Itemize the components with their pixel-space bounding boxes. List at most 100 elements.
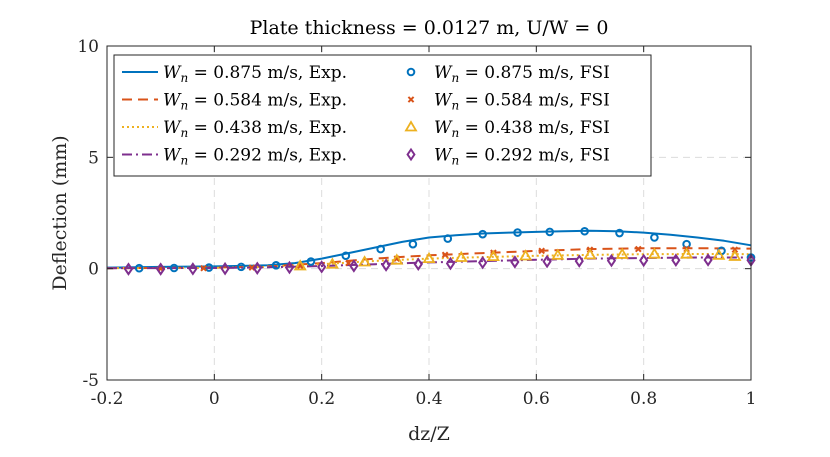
data-point	[647, 247, 661, 259]
data-point	[671, 253, 681, 267]
legend-entry: Wn = 0.292 m/s, FSI	[406, 146, 610, 168]
data-point	[341, 251, 351, 261]
x-tick-label: 0.4	[415, 389, 442, 409]
data-point	[615, 228, 624, 238]
legend-entry: Wn = 0.584 m/s, FSI	[407, 91, 610, 113]
series-4	[134, 226, 756, 273]
x-stroke	[634, 245, 642, 253]
data-point	[134, 263, 144, 273]
x-stroke	[345, 259, 352, 267]
legend-label-var: W	[434, 63, 453, 83]
legend-marker-swatch	[406, 147, 416, 162]
data-point	[634, 245, 642, 253]
data-point	[545, 227, 555, 237]
legend-label-var: W	[434, 91, 453, 111]
legend-entry: Wn = 0.438 m/s, FSI	[404, 118, 610, 140]
legend-label-text: = 0.584 m/s, FSI	[459, 91, 610, 111]
y-tick-label: -5	[82, 371, 99, 391]
series-2	[106, 253, 752, 270]
x-tick-label: 1	[746, 389, 757, 409]
legend-label-var: W	[163, 63, 182, 83]
data-point	[583, 248, 597, 260]
series-0	[106, 229, 752, 269]
legend-entry: Wn = 0.584 m/s, Exp.	[122, 91, 347, 113]
data-point	[220, 261, 230, 276]
legend-marker-swatch	[407, 96, 415, 103]
data-point	[606, 253, 617, 268]
x-stroke	[538, 247, 546, 255]
y-tick-label: 5	[88, 148, 99, 168]
data-point	[454, 250, 468, 262]
data-point	[408, 239, 418, 249]
legend-label-sub: n	[451, 99, 459, 113]
data-point	[169, 263, 179, 273]
data-point	[574, 254, 584, 268]
legend-label-text: = 0.438 m/s, FSI	[459, 118, 610, 138]
legend-label-var: W	[163, 118, 182, 138]
series-line	[106, 253, 752, 270]
series-line	[106, 229, 752, 269]
data-point	[478, 255, 488, 270]
data-point	[306, 257, 316, 266]
legend-entry: Wn = 0.438 m/s, Exp.	[122, 118, 347, 140]
series-7	[123, 253, 756, 276]
data-point	[376, 244, 386, 254]
data-point	[538, 247, 546, 255]
data-point	[510, 255, 520, 269]
legend-label-text: = 0.292 m/s, FSI	[459, 146, 610, 166]
data-point	[252, 261, 262, 275]
legend-label-sub: n	[180, 154, 188, 168]
data-point	[728, 249, 742, 261]
data-point	[639, 253, 649, 268]
legend-marker-swatch	[404, 120, 418, 132]
chart-title: Plate thickness = 0.0127 m, U/W = 0	[250, 17, 609, 39]
data-point	[317, 260, 327, 274]
data-point	[650, 233, 659, 242]
data-point	[422, 251, 436, 264]
data-point	[542, 254, 552, 269]
legend-label-sub: n	[180, 99, 188, 113]
legend-box	[113, 54, 652, 177]
data-point	[680, 247, 694, 259]
legend-label-sub: n	[451, 71, 459, 85]
legend-label-sub: n	[451, 126, 459, 140]
data-point	[441, 251, 449, 259]
legend-label-var: W	[163, 91, 182, 111]
legend-marker-swatch	[406, 67, 416, 77]
data-point	[123, 262, 134, 276]
data-point	[443, 234, 453, 243]
x-tick-label: 0.6	[523, 389, 550, 409]
data-point	[358, 255, 372, 267]
data-point	[156, 262, 166, 276]
data-point	[390, 253, 404, 265]
data-point	[551, 248, 565, 260]
data-point	[325, 257, 339, 269]
legend-label-text: = 0.584 m/s, Exp.	[188, 91, 347, 111]
data-point	[712, 248, 726, 260]
legend-label-var: W	[434, 118, 453, 138]
data-point	[413, 257, 423, 271]
legend-label-text: = 0.292 m/s, Exp.	[188, 146, 347, 166]
data-point	[445, 256, 456, 271]
x-stroke	[248, 264, 256, 271]
x-tick-label: 0.8	[630, 389, 657, 409]
data-point	[188, 262, 198, 276]
data-point	[381, 258, 391, 272]
legend-label: Wn = 0.292 m/s, Exp.	[163, 146, 347, 168]
data-point	[513, 228, 522, 237]
x-stroke	[407, 96, 415, 103]
y-tick-label: 0	[88, 260, 99, 280]
data-point	[284, 260, 295, 275]
legend-entry: Wn = 0.292 m/s, Exp.	[122, 146, 347, 168]
grid	[107, 46, 751, 380]
x-tick-label: 0	[209, 389, 220, 409]
legend-label-text: = 0.875 m/s, Exp.	[188, 63, 347, 83]
data-point	[486, 249, 500, 262]
legend-label: Wn = 0.875 m/s, Exp.	[163, 63, 347, 85]
x-stroke	[441, 251, 449, 259]
plot-area	[106, 226, 756, 276]
legend: Wn = 0.875 m/s, Exp. Wn = 0.875 m/s, FSIW…	[113, 54, 652, 177]
x-tick-label: -0.2	[91, 389, 124, 409]
data-point	[703, 253, 713, 267]
